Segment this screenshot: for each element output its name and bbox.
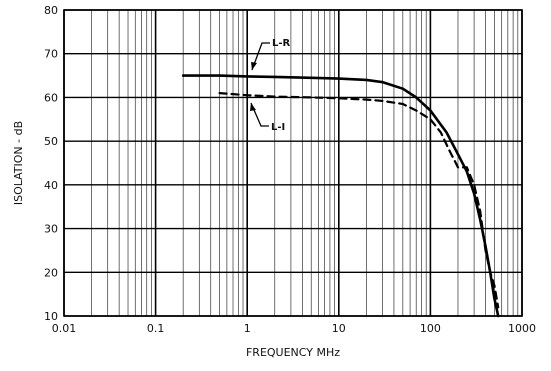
annotation-arrow-l-r	[251, 62, 257, 70]
x-tick-label: 0.1	[147, 322, 165, 335]
plot-frame	[63, 9, 523, 317]
y-tick-label: 30	[44, 223, 58, 236]
y-tick-label: 80	[44, 4, 58, 17]
annotation-arrow-l-i	[250, 103, 256, 111]
x-tick-label: 100	[420, 322, 441, 335]
x-tick-labels: 0.01 0.1 1 10 100 1000	[52, 322, 536, 335]
annotation-leader-l-i	[250, 102, 269, 127]
y-tick-label: 60	[44, 91, 58, 104]
x-tick-label: 1	[244, 322, 251, 335]
y-tick-label: 20	[44, 266, 58, 279]
annotation-leader-l-r	[251, 42, 270, 71]
y-tick-label: 10	[44, 310, 58, 323]
series-layer	[181, 74, 500, 318]
y-tick-label: 50	[44, 135, 58, 148]
major-gridlines	[63, 9, 523, 317]
y-axis-label: ISOLATION - dB	[12, 121, 25, 205]
annotation-label-l-r: L-R	[272, 38, 291, 49]
x-tick-label: 10	[332, 322, 346, 335]
y-tick-label: 70	[44, 48, 58, 61]
y-tick-labels: 10 20 30 40 50 60 70 80	[44, 4, 58, 323]
annotation-label-l-i: L-I	[271, 122, 285, 133]
annotation-layer: L-R L-I	[250, 38, 291, 133]
x-tick-label: 0.01	[52, 322, 77, 335]
minor-gridlines	[91, 10, 519, 316]
series-line-l-i	[218, 91, 500, 309]
series-line-l-r	[181, 74, 500, 318]
y-tick-label: 40	[44, 179, 58, 192]
x-tick-label: 1000	[508, 322, 536, 335]
x-axis-label: FREQUENCY MHz	[246, 346, 340, 359]
